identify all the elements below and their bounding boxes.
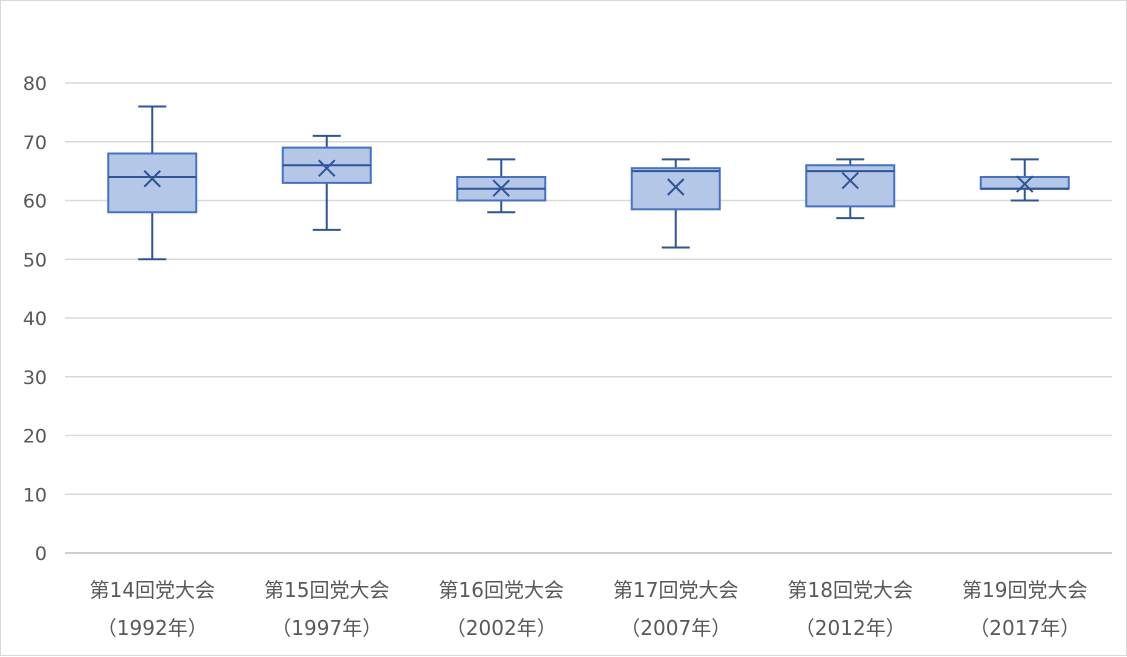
x-category-label: 第17回党大会 <box>613 578 738 602</box>
box-4 <box>630 158 721 249</box>
x-category-year-label: （1992年） <box>97 616 208 640</box>
box-3 <box>456 158 547 214</box>
x-category-year-label: （2002年） <box>446 616 557 640</box>
y-axis-tick-labels: 0 10 20 30 40 50 60 70 80 <box>23 73 47 565</box>
y-tick-label: 70 <box>23 132 47 154</box>
box-6 <box>979 158 1070 202</box>
mean-marker <box>318 159 336 177</box>
x-category-year-label: （2007年） <box>620 616 731 640</box>
box-series <box>107 105 1070 261</box>
mean-marker-stroke <box>667 178 685 196</box>
y-tick-label: 0 <box>35 543 47 565</box>
y-tick-label: 30 <box>23 367 47 389</box>
y-tick-label: 50 <box>23 249 47 271</box>
x-category-year-label: （1997年） <box>271 616 382 640</box>
mean-marker-stroke <box>841 171 859 190</box>
mean-marker <box>1016 175 1034 193</box>
mean-marker-stroke <box>492 179 510 197</box>
box-1 <box>107 105 198 261</box>
x-category-label: 第14回党大会 <box>90 578 215 602</box>
box-5 <box>805 158 896 220</box>
interquartile-box <box>630 167 721 211</box>
x-category-year-label: （2012年） <box>795 616 906 640</box>
mean-marker <box>143 170 161 188</box>
x-category-label: 第19回党大会 <box>962 578 1087 602</box>
box-2 <box>281 134 372 231</box>
y-tick-label: 20 <box>23 426 47 448</box>
mean-marker <box>492 179 510 197</box>
x-category-year-label: （2017年） <box>969 616 1080 640</box>
y-tick-label: 60 <box>23 191 47 213</box>
mean-marker-stroke <box>318 159 336 177</box>
mean-marker <box>667 178 685 196</box>
x-category-label: 第18回党大会 <box>788 578 913 602</box>
mean-marker-stroke <box>143 170 161 188</box>
gridlines <box>65 82 1112 554</box>
mean-marker-stroke <box>1016 175 1034 193</box>
y-tick-label: 40 <box>23 308 47 330</box>
mean-marker <box>841 171 859 190</box>
x-category-label: 第16回党大会 <box>439 578 564 602</box>
x-category-label: 第15回党大会 <box>264 578 389 602</box>
y-tick-label: 10 <box>23 484 47 506</box>
y-tick-label: 80 <box>23 73 47 95</box>
interquartile-box <box>107 152 198 214</box>
x-axis-category-labels: 第14回党大会 （1992年） 第15回党大会 （1997年） 第16回党大会 （2002… <box>90 578 1088 640</box>
